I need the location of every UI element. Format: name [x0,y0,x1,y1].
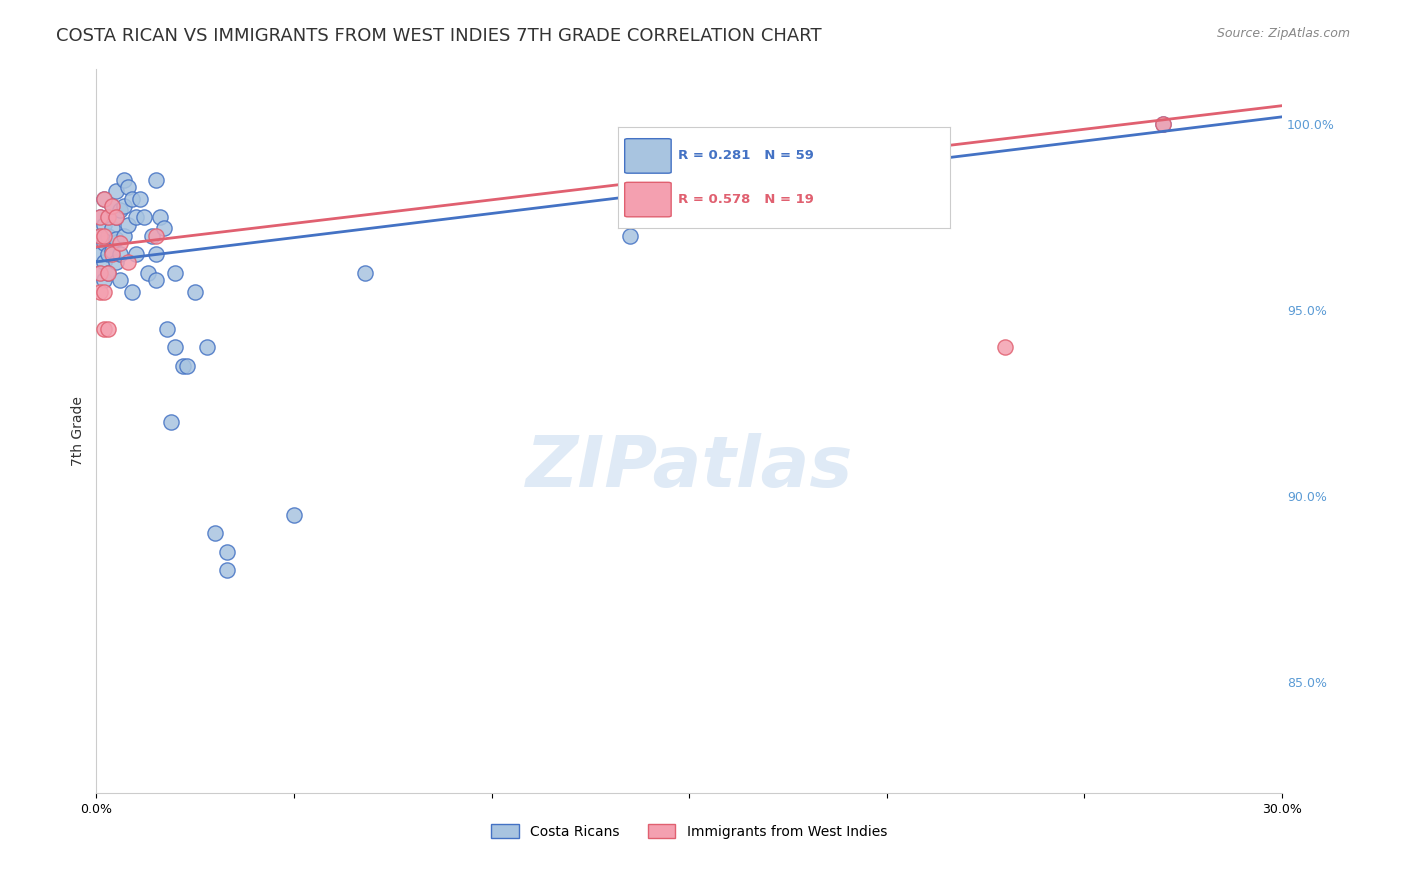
Costa Ricans [89,247,111,261]
Costa Ricans [125,210,148,224]
Costa Ricans [108,273,131,287]
Costa Ricans [1152,117,1174,131]
Costa Ricans [678,173,700,187]
Costa Ricans [204,526,226,541]
Costa Ricans [93,218,115,232]
Immigrants from West Indies [105,210,128,224]
Y-axis label: 7th Grade: 7th Grade [72,396,86,466]
Costa Ricans [97,228,120,243]
Costa Ricans [105,210,128,224]
Costa Ricans [184,285,207,299]
Costa Ricans [97,247,120,261]
Costa Ricans [101,221,124,235]
Costa Ricans [117,180,139,194]
Costa Ricans [112,228,135,243]
Costa Ricans [125,247,148,261]
Costa Ricans [128,192,150,206]
Costa Ricans [117,218,139,232]
Costa Ricans [93,192,115,206]
Costa Ricans [101,199,124,213]
Immigrants from West Indies [101,247,124,261]
Immigrants from West Indies [93,228,115,243]
Immigrants from West Indies [93,192,115,206]
Costa Ricans [165,340,187,354]
Costa Ricans [145,173,167,187]
Costa Ricans [97,210,120,224]
Costa Ricans [176,359,198,373]
Costa Ricans [141,228,163,243]
Immigrants from West Indies [93,322,115,336]
Text: ZIPatlas: ZIPatlas [526,433,853,501]
Costa Ricans [89,228,111,243]
Immigrants from West Indies [145,228,167,243]
Costa Ricans [160,415,183,429]
Immigrants from West Indies [97,210,120,224]
Costa Ricans [145,273,167,287]
Costa Ricans [619,228,641,243]
Costa Ricans [121,192,143,206]
Costa Ricans [89,210,111,224]
Costa Ricans [132,210,155,224]
Costa Ricans [112,173,135,187]
Costa Ricans [105,184,128,198]
Immigrants from West Indies [97,322,120,336]
Costa Ricans [165,266,187,280]
Immigrants from West Indies [89,228,111,243]
Immigrants from West Indies [994,340,1017,354]
Costa Ricans [156,322,179,336]
Immigrants from West Indies [93,285,115,299]
Costa Ricans [172,359,194,373]
Costa Ricans [354,266,377,280]
Costa Ricans [108,202,131,217]
Immigrants from West Indies [97,266,120,280]
Costa Ricans [93,273,115,287]
Legend: Costa Ricans, Immigrants from West Indies: Costa Ricans, Immigrants from West Indie… [486,819,893,845]
Costa Ricans [105,232,128,246]
Costa Ricans [93,236,115,251]
Immigrants from West Indies [117,254,139,268]
Costa Ricans [145,247,167,261]
Costa Ricans [283,508,305,522]
Costa Ricans [697,173,720,187]
Immigrants from West Indies [101,199,124,213]
Text: COSTA RICAN VS IMMIGRANTS FROM WEST INDIES 7TH GRADE CORRELATION CHART: COSTA RICAN VS IMMIGRANTS FROM WEST INDI… [56,27,823,45]
Costa Ricans [112,199,135,213]
Immigrants from West Indies [89,210,111,224]
Costa Ricans [697,192,720,206]
Immigrants from West Indies [89,266,111,280]
Immigrants from West Indies [108,236,131,251]
Costa Ricans [215,545,238,559]
Costa Ricans [105,254,128,268]
Costa Ricans [121,285,143,299]
Text: Source: ZipAtlas.com: Source: ZipAtlas.com [1216,27,1350,40]
Costa Ricans [215,563,238,577]
Costa Ricans [108,247,131,261]
Costa Ricans [152,221,174,235]
Costa Ricans [136,266,159,280]
Immigrants from West Indies [89,285,111,299]
Costa Ricans [97,266,120,280]
Costa Ricans [195,340,218,354]
Costa Ricans [89,266,111,280]
Costa Ricans [93,254,115,268]
Costa Ricans [101,244,124,258]
Costa Ricans [149,210,172,224]
Immigrants from West Indies [1152,117,1174,131]
